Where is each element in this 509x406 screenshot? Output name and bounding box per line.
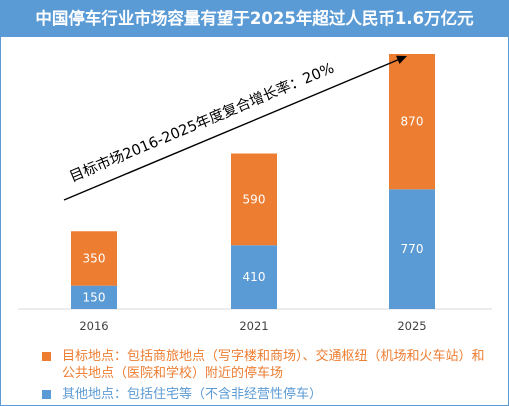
data-label-other-2025: 770 xyxy=(401,242,424,256)
x-tick-label-2021: 2021 xyxy=(239,319,268,333)
legend-item-other: 其他地点：包括住宅等（不含非经营性停车） xyxy=(42,386,497,403)
data-label-other-2021: 410 xyxy=(243,270,266,284)
chart-title: 中国停车行业市场容量有望于2025年超过人民币1.6万亿元 xyxy=(1,1,508,37)
bar-other-2021 xyxy=(231,245,277,309)
growth-arrow-head xyxy=(396,55,407,65)
data-label-target-2016: 350 xyxy=(83,251,106,265)
bar-target-2016 xyxy=(71,231,117,286)
legend-item-target: 目标地点：包括商旅地点（写字楼和商场）、交通枢纽（机场和火车站）和公共地点（医院… xyxy=(42,348,497,382)
bar-other-2025 xyxy=(389,189,435,309)
growth-arrow-line xyxy=(63,58,400,201)
legend-swatch-target xyxy=(42,352,51,361)
bar-target-2021 xyxy=(231,153,277,246)
data-label-target-2025: 870 xyxy=(401,115,424,129)
bar-other-2016 xyxy=(71,285,117,309)
legend-label-other: 其他地点：包括住宅等（不含非经营性停车） xyxy=(62,387,323,402)
data-label-other-2016: 150 xyxy=(83,290,106,304)
x-tick-label-2016: 2016 xyxy=(79,319,108,333)
cagr-annotation: 目标市场2016-2025年度复合增长率：20% xyxy=(67,59,337,186)
x-tick-label-2025: 2025 xyxy=(397,319,426,333)
legend-label-target: 目标地点：包括商旅地点（写字楼和商场）、交通枢纽（机场和火车站）和公共地点（医院… xyxy=(62,349,485,381)
data-label-target-2021: 590 xyxy=(243,192,266,206)
growth-arrow xyxy=(63,55,407,201)
bar-target-2025 xyxy=(389,54,435,190)
legend-swatch-other xyxy=(42,390,51,399)
